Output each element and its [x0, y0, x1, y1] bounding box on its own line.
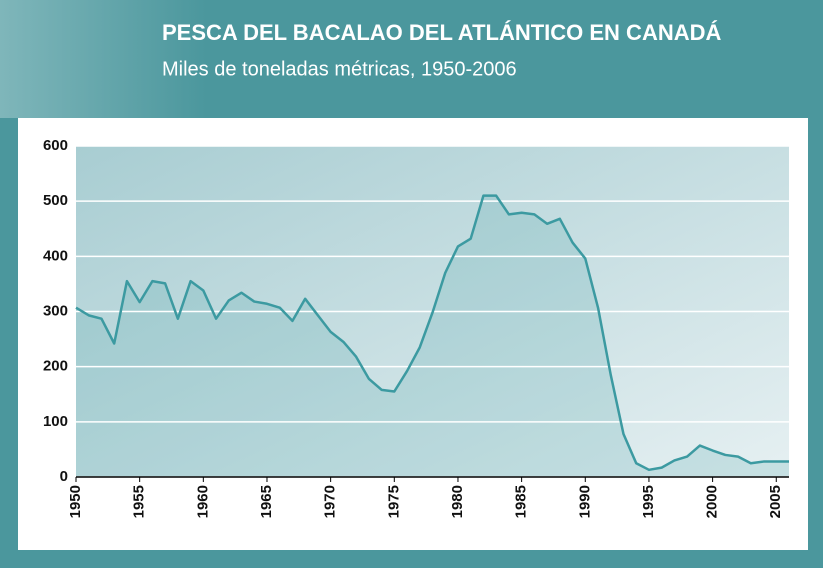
y-tick-label: 0: [60, 468, 68, 485]
x-tick-label: 1970: [322, 485, 339, 518]
x-tick-label: 1990: [576, 485, 593, 518]
x-tick-label: 1995: [640, 485, 657, 518]
area: [76, 195, 789, 477]
x-tick-label: 1975: [385, 485, 402, 518]
x-tick-label: 1960: [194, 485, 211, 518]
chart-title: PESCA DEL BACALAO DEL ATLÁNTICO EN CANAD…: [162, 20, 721, 45]
x-tick-label: 2000: [704, 485, 721, 518]
chart-subtitle: Miles de toneladas métricas, 1950-2006: [162, 58, 517, 80]
x-tick-label: 1980: [449, 485, 466, 518]
x-tick-label: 2005: [767, 485, 784, 518]
y-tick-label: 200: [43, 358, 68, 375]
header-band: [0, 0, 823, 118]
y-tick-label: 600: [43, 137, 68, 154]
line: [75, 194, 789, 472]
y-tick-label: 500: [43, 192, 68, 209]
x-tick-label: 1985: [513, 485, 530, 518]
y-tick-label: 400: [43, 247, 68, 264]
y-tick-label: 300: [43, 302, 68, 319]
x-tick-label: 1955: [131, 485, 148, 518]
x-tick-label: 1965: [258, 485, 275, 518]
y-tick-label: 100: [43, 413, 68, 430]
x-tick-label: 1950: [67, 485, 84, 518]
